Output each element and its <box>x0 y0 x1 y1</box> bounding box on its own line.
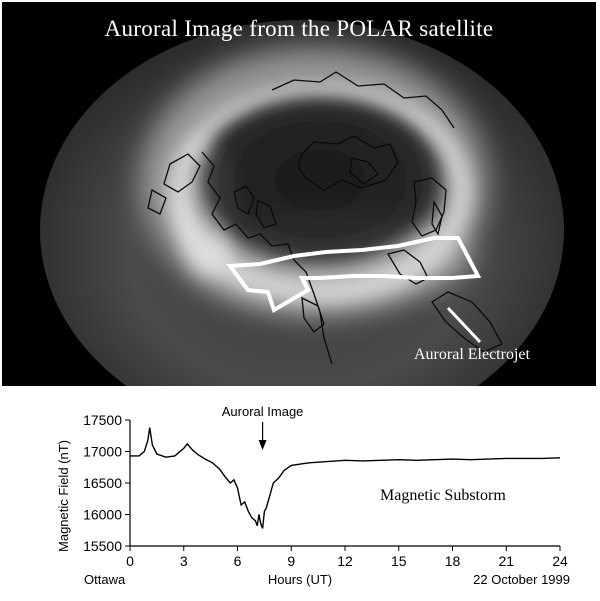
x-tick-label: 6 <box>234 553 242 569</box>
x-tick-label: 9 <box>287 553 295 569</box>
marker-arrow-head <box>258 440 267 450</box>
electrojet-arrow <box>226 236 482 313</box>
x-axis-label: Hours (UT) <box>268 572 332 587</box>
x-tick-label: 0 <box>126 553 134 569</box>
magnetometer-chart: Magnetic Field (nT) 15500 16000 16500 17000… <box>56 404 570 587</box>
polar-cap <box>202 98 438 262</box>
electrojet-leader-line <box>446 306 482 344</box>
auroral-earth-image <box>40 20 564 386</box>
x-tick-label: 3 <box>180 553 188 569</box>
auroral-image-marker: Auroral Image <box>222 404 304 450</box>
y-tick-label: 17500 <box>83 412 122 428</box>
electrojet-label: Auroral Electrojet <box>414 346 530 363</box>
x-tick-label: 24 <box>552 553 568 569</box>
station-label: Ottawa <box>84 572 126 587</box>
y-tick-label: 16500 <box>83 475 122 491</box>
auroral-image-panel: Auroral Image from the POLAR satellite A… <box>2 2 596 386</box>
auroral-image-marker-label: Auroral Image <box>222 404 304 419</box>
magnetometer-chart-panel: Magnetic Field (nT) 15500 16000 16500 17000… <box>2 386 596 598</box>
y-ticks: 15500 16000 16500 17000 17500 <box>83 412 130 554</box>
x-tick-label: 15 <box>391 553 407 569</box>
date-label: 22 October 1999 <box>473 572 570 587</box>
x-tick-label: 21 <box>498 553 514 569</box>
y-tick-label: 16000 <box>83 507 122 523</box>
x-tick-label: 18 <box>445 553 461 569</box>
x-ticks: 0 3 6 9 12 15 18 21 24 <box>126 546 568 569</box>
substorm-label: Magnetic Substorm <box>380 487 506 504</box>
y-tick-label: 17000 <box>83 444 122 460</box>
magnetic-field-series-line <box>130 427 561 529</box>
y-tick-label: 15500 <box>83 538 122 554</box>
figure-title: Auroral Image from the POLAR satellite <box>104 16 494 41</box>
chart-axes <box>129 420 560 547</box>
x-tick-label: 12 <box>337 553 353 569</box>
y-axis-label: Magnetic Field (nT) <box>56 440 71 552</box>
